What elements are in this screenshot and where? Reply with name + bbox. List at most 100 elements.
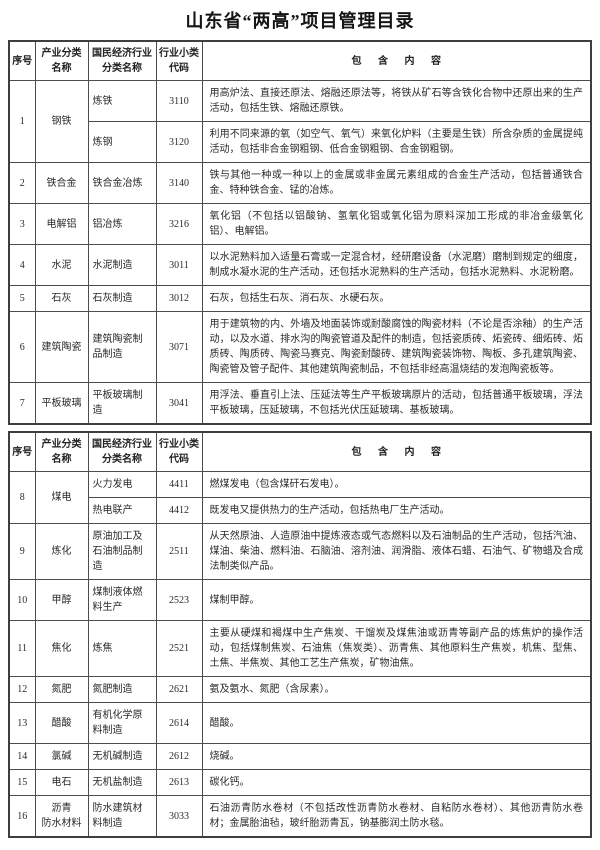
cell-industry-category: 铁合金	[34, 162, 89, 204]
cell-economic-industry: 炼钢	[87, 121, 157, 163]
cell-industry-code: 3216	[155, 203, 203, 245]
cell-serial-number: 6	[8, 311, 36, 383]
cell-serial-number: 13	[8, 702, 36, 744]
cell-included-content: 燃煤发电（包含煤矸石发电）。	[201, 471, 592, 498]
cell-serial-number: 1	[8, 80, 36, 163]
cell-industry-code: 4411	[155, 471, 203, 498]
table-row: 1 钢铁 炼铁 3110 用高炉法、直接还原法、熔融还原法等，将铁从矿石等含铁化合物中还…	[8, 80, 592, 163]
cell-included-content: 既发电又提供热力的生产活动，包括热电厂生产活动。	[201, 497, 592, 524]
cell-serial-number: 9	[8, 523, 36, 580]
cell-economic-industry: 炼焦	[87, 620, 157, 677]
cell-industry-category: 醋酸	[34, 702, 89, 744]
cell-included-content: 醋酸。	[201, 702, 592, 744]
cell-economic-industry: 水泥制造	[87, 244, 157, 286]
cell-industry-code: 4412	[155, 497, 203, 524]
cell-serial-number: 12	[8, 676, 36, 703]
table-row: 15 电石 无机盐制造 2613 碳化钙。	[8, 769, 592, 796]
table-row: 12 氮肥 氮肥制造 2621 氨及氨水、氮肥（含尿素）。	[8, 676, 592, 703]
cell-industry-code: 2523	[155, 579, 203, 621]
header-col-content: 包 含 内 容	[201, 40, 592, 81]
header-row: 序号 产业分类 名称 国民经济行业 分类名称 行业小类 代码包 含 内 容	[8, 40, 592, 81]
header-col-industry: 国民经济行业 分类名称	[87, 431, 157, 472]
cell-serial-number: 10	[8, 579, 36, 621]
cell-economic-industry: 无机碱制造	[87, 743, 157, 770]
cell-industry-category: 电解铝	[34, 203, 89, 245]
cell-industry-code: 2621	[155, 676, 203, 703]
cell-industry-category: 建筑陶瓷	[34, 311, 89, 383]
cell-industry-category: 氯碱	[34, 743, 89, 770]
document-page: 山东省“两高”项目管理目录 序号 产业分类 名称 国民经济行业 分类名称 行业小类 代…	[8, 7, 592, 838]
table-row: 11 焦化 炼焦 2521 主要从硬煤和褐煤中生产焦炭、干馏炭及煤焦油或沥青等副产品的炼…	[8, 620, 592, 677]
cell-industry-category: 焦化	[34, 620, 89, 677]
cell-industry-code: 3011	[155, 244, 203, 286]
cell-economic-industry: 炼铁	[87, 80, 157, 122]
cell-industry-code: 3071	[155, 311, 203, 383]
cell-economic-industry: 建筑陶瓷制品制造	[87, 311, 157, 383]
table-row: 5 石灰 石灰制造 3012 石灰，包括生石灰、消石灰、水硬石灰。	[8, 285, 592, 312]
cell-serial-number: 2	[8, 162, 36, 204]
catalog-tables: 序号 产业分类 名称 国民经济行业 分类名称 行业小类 代码包 含 内 容 1 钢铁 炼铁 3…	[8, 40, 592, 838]
table-row: 炼钢 3120 利用不同来源的氧（如空气、氧气）来氧化炉料（主要是生铁）所含杂质的金…	[9, 121, 592, 163]
cell-industry-category: 平板玻璃	[34, 382, 89, 425]
cell-serial-number: 7	[8, 382, 36, 425]
table-row: 10 甲醇 煤制液体燃料生产 2523 煤制甲醇。	[8, 579, 592, 621]
table-row: 13 醋酸 有机化学原料制造 2614 醋酸。	[8, 702, 592, 744]
header-col-content: 包 含 内 容	[201, 431, 592, 472]
cell-economic-industry: 热电联产	[87, 497, 157, 524]
cell-industry-category: 钢铁	[34, 80, 89, 163]
cell-included-content: 从天然原油、人造原油中提炼液态或气态燃料以及石油制品的生产活动，包括汽油、煤油、…	[201, 523, 592, 580]
header-col-code: 行业小类 代码	[155, 40, 203, 81]
cell-industry-code: 3012	[155, 285, 203, 312]
cell-serial-number: 15	[8, 769, 36, 796]
cell-industry-code: 2612	[155, 743, 203, 770]
table-row: 8 煤电 火力发电 4411 燃煤发电（包含煤矸石发电）。	[8, 471, 592, 524]
cell-industry-code: 2613	[155, 769, 203, 796]
cell-industry-category: 电石	[34, 769, 89, 796]
header-col-category: 产业分类 名称	[34, 431, 89, 472]
cell-economic-industry: 有机化学原料制造	[87, 702, 157, 744]
table-row: 3 电解铝 铝冶炼 3216 氧化铝（不包括以铝酸钠、氢氧化铝或氧化铝为原料深加工形成的…	[8, 203, 592, 245]
cell-economic-industry: 氮肥制造	[87, 676, 157, 703]
header-row: 序号 产业分类 名称 国民经济行业 分类名称 行业小类 代码包 含 内 容	[8, 431, 592, 472]
header-col-category: 产业分类 名称	[34, 40, 89, 81]
cell-included-content: 主要从硬煤和褐煤中生产焦炭、干馏炭及煤焦油或沥青等副产品的炼焦炉的操作活动，包括…	[201, 620, 592, 677]
table-row: 14 氯碱 无机碱制造 2612 烧碱。	[8, 743, 592, 770]
header-col-no: 序号	[8, 40, 36, 81]
cell-serial-number: 8	[8, 471, 36, 524]
cell-economic-industry: 原油加工及石油制品制造	[87, 523, 157, 580]
cell-industry-code: 3041	[155, 382, 203, 425]
cell-included-content: 煤制甲醇。	[201, 579, 592, 621]
table-row: 4 水泥 水泥制造 3011 以水泥熟料加入适量石膏或一定混合材，经研磨设备（水泥磨）磨…	[8, 244, 592, 286]
cell-included-content: 氧化铝（不包括以铝酸钠、氢氧化铝或氧化铝为原料深加工形成的非冶金级氧化铝）、电解…	[201, 203, 592, 245]
table-row: 7 平板玻璃 平板玻璃制造 3041 用浮法、垂直引上法、压延法等生产平板玻璃原片的活动…	[8, 382, 592, 425]
cell-included-content: 烧碱。	[201, 743, 592, 770]
cell-industry-category: 水泥	[34, 244, 89, 286]
table-row: 热电联产 4412 既发电又提供热力的生产活动，包括热电厂生产活动。	[9, 497, 592, 524]
cell-included-content: 以水泥熟料加入适量石膏或一定混合材，经研磨设备（水泥磨）磨制到规定的细度，制成水…	[201, 244, 592, 286]
cell-industry-code: 3140	[155, 162, 203, 204]
cell-serial-number: 5	[8, 285, 36, 312]
table-row: 6 建筑陶瓷 建筑陶瓷制品制造 3071 用于建筑物的内、外墙及地面装饰或耐酸腐蚀的陶瓷…	[8, 311, 592, 383]
cell-serial-number: 14	[8, 743, 36, 770]
cell-industry-category: 氮肥	[34, 676, 89, 703]
header-col-industry: 国民经济行业 分类名称	[87, 40, 157, 81]
cell-economic-industry: 铝冶炼	[87, 203, 157, 245]
page-title: 山东省“两高”项目管理目录	[185, 11, 415, 31]
table-row: 2 铁合金 铁合金冶炼 3140 铁与其他一种或一种以上的金属或非金属元素组成的合金生产…	[8, 162, 592, 204]
cell-economic-industry: 平板玻璃制造	[87, 382, 157, 425]
header-col-no: 序号	[8, 431, 36, 472]
cell-included-content: 铁与其他一种或一种以上的金属或非金属元素组成的合金生产活动，包括普通铁合金、特种…	[201, 162, 592, 204]
cell-economic-industry: 火力发电	[87, 471, 157, 498]
cell-industry-category: 炼化	[34, 523, 89, 580]
cell-included-content: 碳化钙。	[201, 769, 592, 796]
cell-included-content: 用浮法、垂直引上法、压延法等生产平板玻璃原片的活动，包括普通平板玻璃，浮法平板玻…	[201, 382, 592, 425]
cell-industry-code: 3110	[155, 80, 203, 122]
cell-included-content: 利用不同来源的氧（如空气、氧气）来氧化炉料（主要是生铁）所含杂质的金属提纯活动，…	[201, 121, 592, 163]
cell-economic-industry: 煤制液体燃料生产	[87, 579, 157, 621]
table-row: 9 炼化 原油加工及石油制品制造 2511 从天然原油、人造原油中提炼液态或气态燃料以及…	[8, 523, 592, 580]
cell-industry-code: 3120	[155, 121, 203, 163]
cell-industry-code: 2521	[155, 620, 203, 677]
cell-industry-code: 2511	[155, 523, 203, 580]
cell-included-content: 用于建筑物的内、外墙及地面装饰或耐酸腐蚀的陶瓷材料（不论是否涂釉）的生产活动，以…	[201, 311, 592, 383]
cell-industry-category: 煤电	[34, 471, 89, 524]
